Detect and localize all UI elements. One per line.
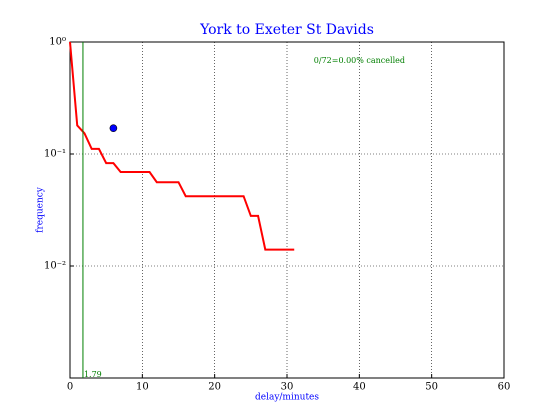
- plot-frame: [69, 41, 505, 379]
- x-tick-label: 30: [281, 382, 294, 393]
- x-tick-label: 0: [67, 382, 73, 393]
- y-tick-label: 10⁻²: [44, 261, 66, 272]
- x-tick-label: 10: [136, 382, 149, 393]
- y-axis-label: frequency: [36, 186, 46, 233]
- x-tick-label: 40: [353, 382, 366, 393]
- marker-point: [109, 124, 118, 132]
- chart-title: York to Exeter St Davids: [199, 22, 374, 38]
- x-axis-label: delay/minutes: [255, 393, 319, 403]
- reference-label: 1.79: [84, 370, 102, 379]
- x-tick-label: 20: [208, 382, 221, 393]
- data-line: [69, 41, 295, 251]
- y-tick-label: 10⁰: [49, 37, 66, 48]
- y-tick-label: 10⁻¹: [44, 149, 66, 160]
- x-tick-label: 50: [425, 382, 438, 393]
- x-tick-label: 60: [498, 382, 511, 393]
